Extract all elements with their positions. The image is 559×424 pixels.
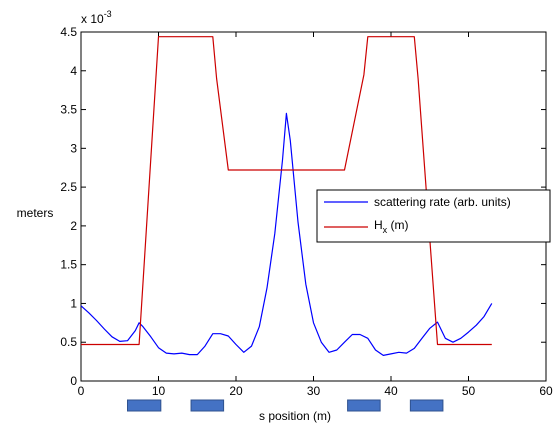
legend-label-scattering-rate: scattering rate (arb. units) <box>374 195 511 209</box>
magnet-block <box>347 399 381 412</box>
y-tick-label: 2.5 <box>60 180 77 194</box>
y-tick-label: 2 <box>70 219 77 233</box>
y-tick-label: 1.5 <box>60 258 77 272</box>
series-line-1 <box>81 36 492 346</box>
y-tick-label: 0.5 <box>60 335 77 349</box>
x-tick-label: 20 <box>229 384 243 398</box>
legend: scattering rate (arb. units) Hx (m) <box>316 189 551 243</box>
y-tick-label: 4.5 <box>60 25 77 39</box>
y-tick-label: 3.5 <box>60 103 77 117</box>
magnet-block <box>409 399 444 412</box>
magnet-block <box>190 399 225 412</box>
x-axis-title: s position (m) <box>259 409 331 423</box>
legend-box <box>316 189 551 243</box>
x-tick-label: 50 <box>462 384 476 398</box>
y-tick-label: 4 <box>70 64 77 78</box>
x-tick-label: 30 <box>307 384 321 398</box>
y-tick-label: 1 <box>70 296 77 310</box>
magnet-blocks <box>127 399 444 412</box>
x-tick-label: 0 <box>78 384 85 398</box>
x-tick-label: 10 <box>152 384 166 398</box>
series-line-0 <box>80 112 493 356</box>
y-tick-label: 3 <box>70 141 77 155</box>
x-tick-label: 40 <box>384 384 398 398</box>
y-axis-title: meters <box>17 206 54 220</box>
y-axis-exponent: x 10-3 <box>81 9 112 26</box>
x-tick-label: 60 <box>539 384 553 398</box>
series-layer <box>80 36 493 356</box>
magnet-block <box>127 399 162 412</box>
axis-ticks: 0 10 20 30 40 50 60 0 0.5 1 1.5 2 2.5 3 3.5 4 4.5 <box>60 25 553 398</box>
y-tick-label: 0 <box>70 374 77 388</box>
legend-label-hx: Hx (m) <box>374 218 409 235</box>
